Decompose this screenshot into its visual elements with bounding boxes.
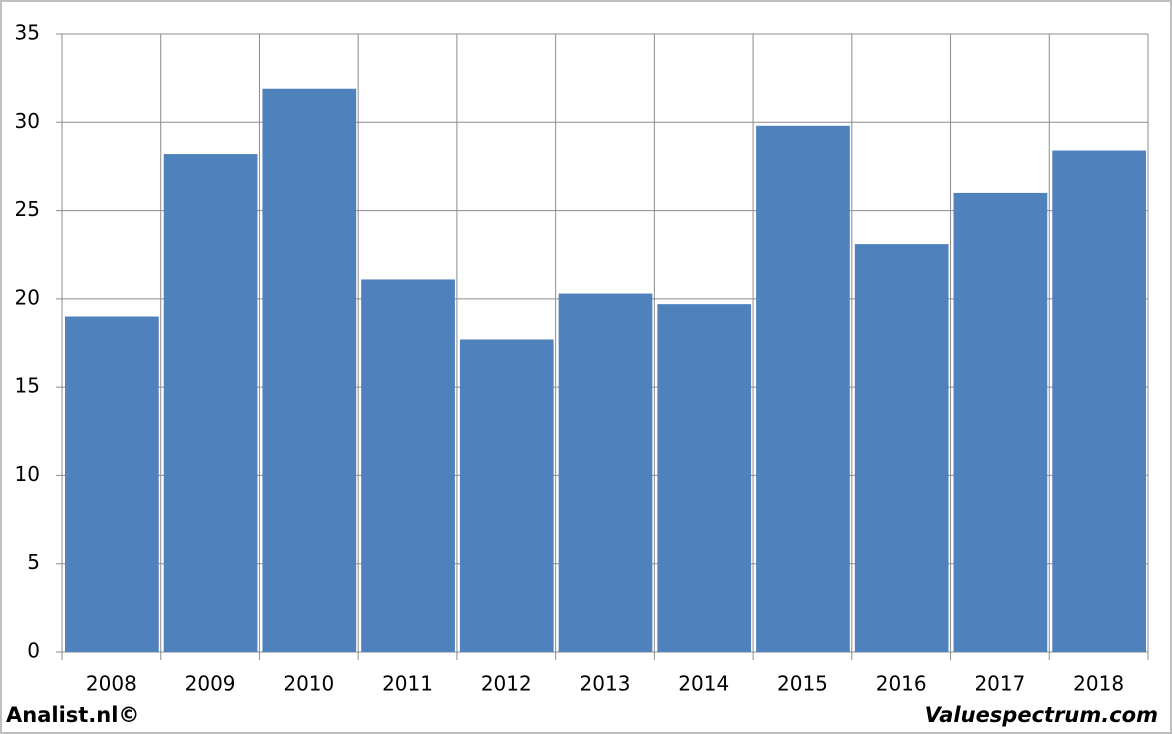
y-tick-label: 5 xyxy=(27,550,40,574)
x-tick-label: 2012 xyxy=(481,672,532,696)
bar xyxy=(459,339,554,652)
source-right: Valuespectrum.com xyxy=(925,703,1158,727)
x-tick-label: 2015 xyxy=(777,672,828,696)
bar xyxy=(756,125,850,653)
x-tick-label: 2016 xyxy=(876,672,927,696)
y-tick-label: 25 xyxy=(15,197,40,221)
bar xyxy=(558,293,653,652)
x-tick-label: 2011 xyxy=(382,672,433,696)
bar xyxy=(163,154,258,652)
bar xyxy=(657,304,752,652)
bar xyxy=(361,279,455,652)
bar xyxy=(953,192,1048,652)
x-tick-label: 2017 xyxy=(974,672,1025,696)
x-tick-label: 2013 xyxy=(580,672,631,696)
x-tick-label: 2010 xyxy=(283,672,334,696)
x-tick-label: 2018 xyxy=(1073,672,1124,696)
bar xyxy=(1052,150,1146,652)
y-tick-label: 20 xyxy=(15,285,40,309)
x-tick-label: 2014 xyxy=(678,672,729,696)
x-tick-label: 2008 xyxy=(86,672,137,696)
y-tick-label: 35 xyxy=(15,21,40,45)
y-tick-label: 15 xyxy=(15,374,40,398)
y-tick-label: 10 xyxy=(15,462,40,486)
bar xyxy=(65,316,159,652)
bar xyxy=(854,244,949,652)
source-left: Analist.nl© xyxy=(6,703,139,727)
y-tick-label: 30 xyxy=(15,109,40,133)
y-tick-label: 0 xyxy=(27,639,40,663)
x-tick-label: 2009 xyxy=(185,672,236,696)
bar xyxy=(262,88,357,653)
